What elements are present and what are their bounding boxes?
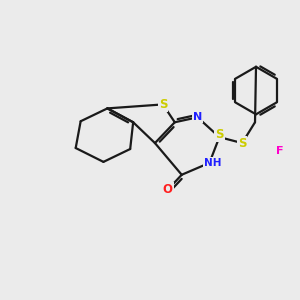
Text: S: S: [159, 98, 167, 111]
Text: F: F: [276, 146, 284, 156]
Text: S: S: [238, 136, 246, 150]
Text: N: N: [193, 112, 202, 122]
Text: S: S: [215, 128, 224, 141]
Text: O: O: [163, 183, 173, 196]
Text: NH: NH: [204, 158, 221, 168]
